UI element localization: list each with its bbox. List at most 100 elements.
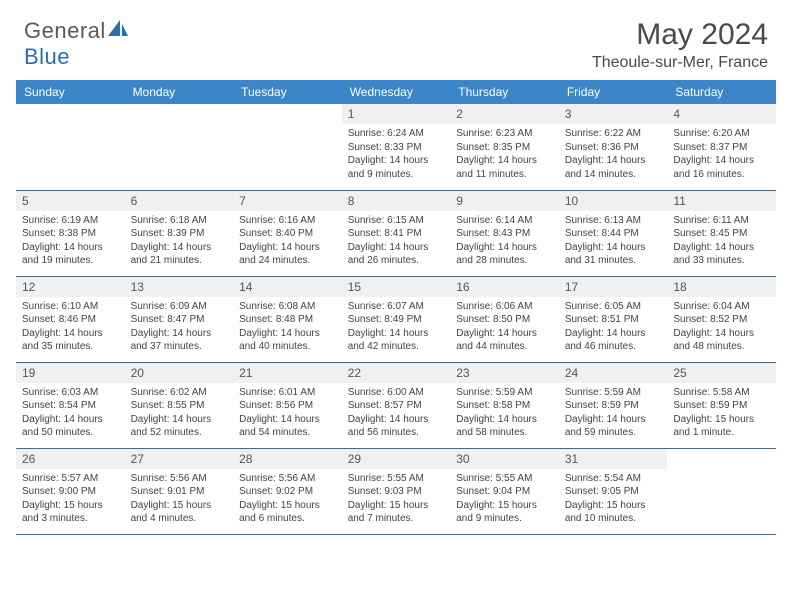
day-number: 29 <box>342 449 451 469</box>
day-detail: Sunrise: 5:54 AMSunset: 9:05 PMDaylight:… <box>559 469 668 530</box>
day-number: 13 <box>125 277 234 297</box>
calendar-cell: 17Sunrise: 6:05 AMSunset: 8:51 PMDayligh… <box>559 276 668 362</box>
calendar-cell <box>233 104 342 190</box>
weekday-header: Monday <box>125 80 234 104</box>
brand-logo: General Blue <box>24 18 130 70</box>
calendar-cell <box>16 104 125 190</box>
calendar-cell: 23Sunrise: 5:59 AMSunset: 8:58 PMDayligh… <box>450 362 559 448</box>
calendar-cell: 19Sunrise: 6:03 AMSunset: 8:54 PMDayligh… <box>16 362 125 448</box>
brand-text: General Blue <box>24 18 130 70</box>
day-detail: Sunrise: 5:55 AMSunset: 9:03 PMDaylight:… <box>342 469 451 530</box>
calendar-cell: 24Sunrise: 5:59 AMSunset: 8:59 PMDayligh… <box>559 362 668 448</box>
day-detail: Sunrise: 6:19 AMSunset: 8:38 PMDaylight:… <box>16 211 125 272</box>
day-detail: Sunrise: 6:05 AMSunset: 8:51 PMDaylight:… <box>559 297 668 358</box>
day-detail: Sunrise: 6:20 AMSunset: 8:37 PMDaylight:… <box>667 124 776 185</box>
day-number: 14 <box>233 277 342 297</box>
calendar-body: 1Sunrise: 6:24 AMSunset: 8:33 PMDaylight… <box>16 104 776 534</box>
day-detail: Sunrise: 5:58 AMSunset: 8:59 PMDaylight:… <box>667 383 776 444</box>
calendar-cell: 15Sunrise: 6:07 AMSunset: 8:49 PMDayligh… <box>342 276 451 362</box>
day-number: 9 <box>450 191 559 211</box>
calendar-cell: 21Sunrise: 6:01 AMSunset: 8:56 PMDayligh… <box>233 362 342 448</box>
calendar-cell: 5Sunrise: 6:19 AMSunset: 8:38 PMDaylight… <box>16 190 125 276</box>
day-number: 20 <box>125 363 234 383</box>
day-number: 3 <box>559 104 668 124</box>
day-number: 6 <box>125 191 234 211</box>
weekday-header: Sunday <box>16 80 125 104</box>
calendar-row: 1Sunrise: 6:24 AMSunset: 8:33 PMDaylight… <box>16 104 776 190</box>
day-detail: Sunrise: 6:06 AMSunset: 8:50 PMDaylight:… <box>450 297 559 358</box>
day-detail: Sunrise: 5:56 AMSunset: 9:01 PMDaylight:… <box>125 469 234 530</box>
month-title: May 2024 <box>592 18 768 52</box>
calendar-cell: 8Sunrise: 6:15 AMSunset: 8:41 PMDaylight… <box>342 190 451 276</box>
calendar-wrap: SundayMondayTuesdayWednesdayThursdayFrid… <box>0 80 792 535</box>
day-number: 24 <box>559 363 668 383</box>
day-detail: Sunrise: 6:07 AMSunset: 8:49 PMDaylight:… <box>342 297 451 358</box>
calendar-cell: 12Sunrise: 6:10 AMSunset: 8:46 PMDayligh… <box>16 276 125 362</box>
title-block: May 2024 Theoule-sur-Mer, France <box>592 18 768 72</box>
day-number: 17 <box>559 277 668 297</box>
calendar-cell: 28Sunrise: 5:56 AMSunset: 9:02 PMDayligh… <box>233 448 342 534</box>
calendar-cell: 14Sunrise: 6:08 AMSunset: 8:48 PMDayligh… <box>233 276 342 362</box>
calendar-cell: 25Sunrise: 5:58 AMSunset: 8:59 PMDayligh… <box>667 362 776 448</box>
day-number: 7 <box>233 191 342 211</box>
calendar-cell: 3Sunrise: 6:22 AMSunset: 8:36 PMDaylight… <box>559 104 668 190</box>
calendar-row: 26Sunrise: 5:57 AMSunset: 9:00 PMDayligh… <box>16 448 776 534</box>
calendar-cell: 2Sunrise: 6:23 AMSunset: 8:35 PMDaylight… <box>450 104 559 190</box>
calendar-cell: 10Sunrise: 6:13 AMSunset: 8:44 PMDayligh… <box>559 190 668 276</box>
calendar-cell: 7Sunrise: 6:16 AMSunset: 8:40 PMDaylight… <box>233 190 342 276</box>
day-detail: Sunrise: 5:57 AMSunset: 9:00 PMDaylight:… <box>16 469 125 530</box>
calendar-cell: 9Sunrise: 6:14 AMSunset: 8:43 PMDaylight… <box>450 190 559 276</box>
day-number: 16 <box>450 277 559 297</box>
brand-part1: General <box>24 18 106 43</box>
calendar-cell: 11Sunrise: 6:11 AMSunset: 8:45 PMDayligh… <box>667 190 776 276</box>
day-detail: Sunrise: 5:59 AMSunset: 8:59 PMDaylight:… <box>559 383 668 444</box>
day-number: 12 <box>16 277 125 297</box>
calendar-row: 19Sunrise: 6:03 AMSunset: 8:54 PMDayligh… <box>16 362 776 448</box>
day-detail: Sunrise: 6:01 AMSunset: 8:56 PMDaylight:… <box>233 383 342 444</box>
day-number: 21 <box>233 363 342 383</box>
day-number: 5 <box>16 191 125 211</box>
header: General Blue May 2024 Theoule-sur-Mer, F… <box>0 0 792 80</box>
day-detail: Sunrise: 6:23 AMSunset: 8:35 PMDaylight:… <box>450 124 559 185</box>
day-detail: Sunrise: 6:04 AMSunset: 8:52 PMDaylight:… <box>667 297 776 358</box>
calendar-cell: 13Sunrise: 6:09 AMSunset: 8:47 PMDayligh… <box>125 276 234 362</box>
day-detail: Sunrise: 6:18 AMSunset: 8:39 PMDaylight:… <box>125 211 234 272</box>
weekday-header: Wednesday <box>342 80 451 104</box>
day-number: 26 <box>16 449 125 469</box>
day-number: 19 <box>16 363 125 383</box>
day-detail: Sunrise: 6:14 AMSunset: 8:43 PMDaylight:… <box>450 211 559 272</box>
day-number: 18 <box>667 277 776 297</box>
day-detail: Sunrise: 6:11 AMSunset: 8:45 PMDaylight:… <box>667 211 776 272</box>
day-detail: Sunrise: 5:55 AMSunset: 9:04 PMDaylight:… <box>450 469 559 530</box>
day-detail: Sunrise: 6:15 AMSunset: 8:41 PMDaylight:… <box>342 211 451 272</box>
day-number: 2 <box>450 104 559 124</box>
weekday-header: Thursday <box>450 80 559 104</box>
day-number: 31 <box>559 449 668 469</box>
day-number: 15 <box>342 277 451 297</box>
weekday-header: Saturday <box>667 80 776 104</box>
calendar-cell <box>125 104 234 190</box>
day-number: 1 <box>342 104 451 124</box>
day-number: 27 <box>125 449 234 469</box>
day-number: 23 <box>450 363 559 383</box>
day-detail: Sunrise: 6:09 AMSunset: 8:47 PMDaylight:… <box>125 297 234 358</box>
weekday-header: Friday <box>559 80 668 104</box>
calendar-head: SundayMondayTuesdayWednesdayThursdayFrid… <box>16 80 776 104</box>
calendar-cell: 31Sunrise: 5:54 AMSunset: 9:05 PMDayligh… <box>559 448 668 534</box>
calendar-cell <box>667 448 776 534</box>
calendar-cell: 1Sunrise: 6:24 AMSunset: 8:33 PMDaylight… <box>342 104 451 190</box>
day-number: 4 <box>667 104 776 124</box>
day-detail: Sunrise: 5:59 AMSunset: 8:58 PMDaylight:… <box>450 383 559 444</box>
day-detail: Sunrise: 6:13 AMSunset: 8:44 PMDaylight:… <box>559 211 668 272</box>
day-detail: Sunrise: 5:56 AMSunset: 9:02 PMDaylight:… <box>233 469 342 530</box>
day-detail: Sunrise: 6:10 AMSunset: 8:46 PMDaylight:… <box>16 297 125 358</box>
day-number: 28 <box>233 449 342 469</box>
calendar-cell: 20Sunrise: 6:02 AMSunset: 8:55 PMDayligh… <box>125 362 234 448</box>
day-number: 11 <box>667 191 776 211</box>
calendar-table: SundayMondayTuesdayWednesdayThursdayFrid… <box>16 80 776 535</box>
calendar-row: 12Sunrise: 6:10 AMSunset: 8:46 PMDayligh… <box>16 276 776 362</box>
day-detail: Sunrise: 6:08 AMSunset: 8:48 PMDaylight:… <box>233 297 342 358</box>
calendar-cell: 4Sunrise: 6:20 AMSunset: 8:37 PMDaylight… <box>667 104 776 190</box>
day-detail: Sunrise: 6:00 AMSunset: 8:57 PMDaylight:… <box>342 383 451 444</box>
calendar-cell: 16Sunrise: 6:06 AMSunset: 8:50 PMDayligh… <box>450 276 559 362</box>
